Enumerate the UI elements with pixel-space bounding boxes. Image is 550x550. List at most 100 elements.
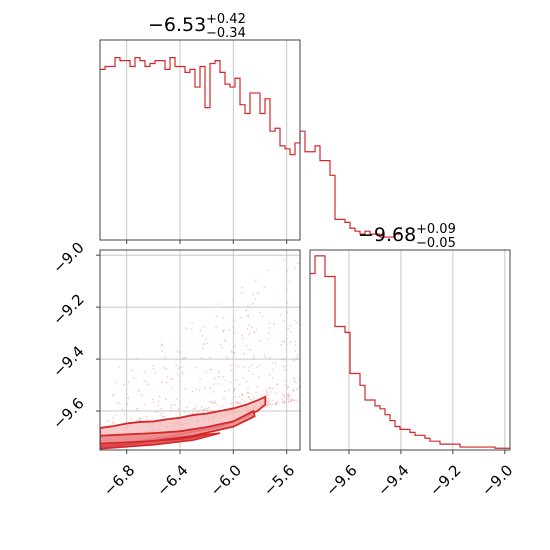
marginal-1-title: −6.53 +0.42 −0.34 (148, 12, 246, 41)
sample-point (111, 416, 114, 419)
sample-point (269, 403, 271, 406)
sample-point (127, 396, 130, 399)
sample-point (184, 357, 187, 360)
sample-point (115, 381, 117, 384)
sample-point (274, 402, 277, 405)
sample-point (218, 376, 220, 378)
sample-point (266, 391, 269, 394)
sample-point (283, 341, 286, 343)
sample-point (266, 405, 268, 408)
sample-point (215, 315, 218, 318)
sample-point (265, 389, 268, 392)
sample-point (288, 396, 290, 399)
marginal-2-title-minus: −0.05 (416, 236, 456, 251)
sample-point (185, 406, 188, 409)
sample-point (231, 401, 234, 404)
sample-point (190, 328, 193, 331)
sample-point (283, 401, 286, 404)
sample-point (272, 368, 275, 371)
sample-point (221, 317, 224, 319)
sample-point (161, 343, 163, 346)
sample-point (179, 401, 181, 404)
sample-point (286, 270, 289, 273)
sample-point (269, 357, 271, 359)
sample-point (241, 333, 243, 336)
sample-point (163, 366, 165, 369)
sample-point (232, 299, 235, 302)
marginal-1-panel (99, 39, 400, 244)
sample-point (174, 410, 177, 413)
sample-point (114, 414, 117, 417)
sample-point (176, 350, 179, 353)
sample-point (118, 365, 120, 368)
sample-point (282, 365, 284, 368)
sample-point (143, 380, 146, 382)
sample-point (217, 370, 220, 373)
sample-point (283, 393, 286, 396)
sample-point (259, 339, 261, 342)
sample-point (271, 399, 274, 402)
sample-point (200, 357, 203, 360)
sample-point (234, 401, 237, 404)
sample-point (199, 329, 202, 332)
sample-point (251, 302, 254, 305)
sample-point (217, 303, 220, 306)
sample-point (284, 369, 287, 371)
y-tick-label: −9.6 (49, 394, 87, 432)
sample-point (241, 337, 244, 340)
sample-point (179, 337, 181, 339)
sample-point (243, 400, 246, 403)
sample-point (286, 397, 288, 400)
sample-point (292, 399, 295, 402)
sample-point (256, 292, 259, 295)
x-tick-label: −6.4 (153, 461, 191, 499)
sample-point (284, 365, 287, 368)
sample-point (185, 327, 188, 330)
sample-point (161, 412, 163, 415)
sample-point (256, 385, 259, 388)
y-tick-label: −9.4 (49, 342, 87, 380)
sample-point (287, 386, 290, 389)
sample-point (209, 368, 211, 371)
sample-point (250, 398, 253, 401)
sample-point (135, 357, 138, 360)
sample-point (127, 380, 130, 383)
sample-point (252, 356, 255, 359)
sample-point (206, 342, 209, 345)
sample-point (248, 398, 251, 401)
marginal-1-title-minus: −0.34 (206, 26, 246, 41)
sample-point (248, 366, 251, 369)
sample-point (297, 262, 300, 265)
sample-point (143, 403, 146, 406)
sample-point (235, 309, 238, 312)
sample-point (214, 402, 216, 404)
sample-point (234, 364, 237, 367)
sample-point (234, 395, 237, 398)
sample-point (293, 379, 296, 382)
sample-point (178, 412, 181, 415)
sample-point (230, 369, 233, 372)
sample-point (285, 287, 288, 290)
sample-point (285, 395, 288, 398)
sample-point (199, 378, 202, 380)
sample-point (245, 380, 248, 383)
sample-point (286, 302, 289, 305)
sample-point (264, 393, 267, 396)
sample-point (253, 331, 256, 334)
sample-point (269, 391, 272, 393)
sample-point (137, 419, 140, 422)
sample-point (281, 398, 284, 401)
sample-point (130, 369, 133, 372)
sample-point (205, 338, 207, 340)
sample-point (219, 343, 222, 346)
marginal-1-title-plus: +0.42 (206, 12, 246, 27)
sample-point (145, 381, 148, 383)
sample-point (267, 269, 270, 272)
sample-point (276, 383, 279, 386)
sample-point (267, 393, 270, 396)
sample-point (195, 388, 198, 391)
sample-point (281, 401, 284, 404)
sample-point (283, 399, 286, 402)
sample-point (245, 308, 248, 311)
x-tick-label: −9.0 (478, 461, 516, 499)
